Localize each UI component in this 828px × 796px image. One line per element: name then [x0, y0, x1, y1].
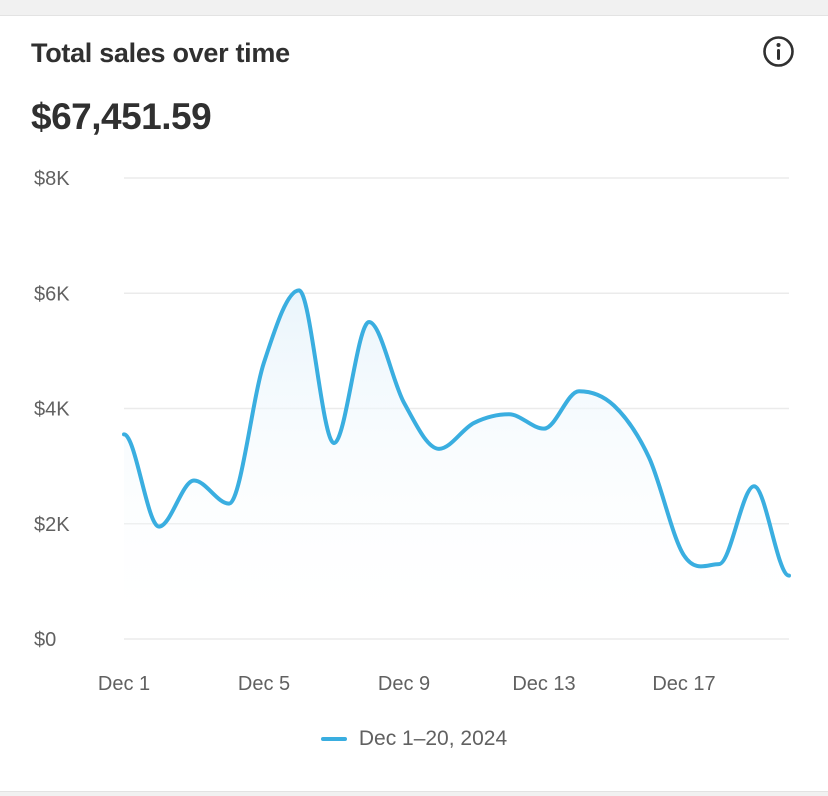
data-point[interactable]	[608, 400, 620, 412]
y-tick-label: $4K	[34, 399, 70, 421]
legend-swatch	[320, 737, 347, 741]
total-sales-value: $67,451.59	[31, 96, 212, 137]
y-tick-label: $8K	[34, 168, 70, 190]
y-tick-label: $6K	[34, 283, 70, 305]
y-tick-label: $0	[34, 629, 56, 651]
legend-label: Dec 1–20, 2024	[358, 727, 508, 750]
data-point[interactable]	[118, 428, 130, 440]
x-tick-label: Dec 9	[378, 673, 430, 695]
data-point[interactable]	[468, 417, 480, 429]
data-point[interactable]	[223, 498, 235, 510]
data-point[interactable]	[643, 451, 655, 463]
data-point[interactable]	[783, 570, 795, 582]
sales-card: Total sales over time $67,451.59	[0, 15, 828, 792]
y-tick-label: $2K	[34, 514, 70, 536]
data-point[interactable]	[678, 549, 690, 561]
series-line[interactable]	[122, 288, 791, 578]
data-point[interactable]	[713, 558, 725, 570]
data-point[interactable]	[398, 397, 410, 409]
data-point[interactable]	[328, 437, 340, 449]
data-point[interactable]	[258, 356, 270, 368]
data-point[interactable]	[573, 385, 585, 397]
data-point[interactable]	[293, 284, 305, 296]
chart-legend: Dec 1–20, 2024	[0, 727, 828, 751]
data-point[interactable]	[188, 475, 200, 487]
data-point[interactable]	[363, 316, 375, 328]
info-circle-icon[interactable]	[762, 35, 795, 68]
data-point[interactable]	[153, 521, 165, 533]
data-point[interactable]	[503, 408, 515, 420]
x-tick-label: Dec 5	[238, 673, 290, 695]
x-tick-label: Dec 17	[652, 673, 715, 695]
sales-line-chart: $0 $2K $4K $6K $8K Dec 1 Dec 5 Dec 9 Dec 13 Dec …	[34, 168, 795, 695]
data-point[interactable]	[538, 423, 550, 435]
card-title: Total sales over time	[31, 38, 290, 68]
data-point[interactable]	[433, 443, 445, 455]
series-area	[124, 290, 789, 639]
x-tick-label: Dec 1	[98, 673, 150, 695]
x-tick-label: Dec 13	[512, 673, 575, 695]
data-point[interactable]	[748, 480, 760, 492]
